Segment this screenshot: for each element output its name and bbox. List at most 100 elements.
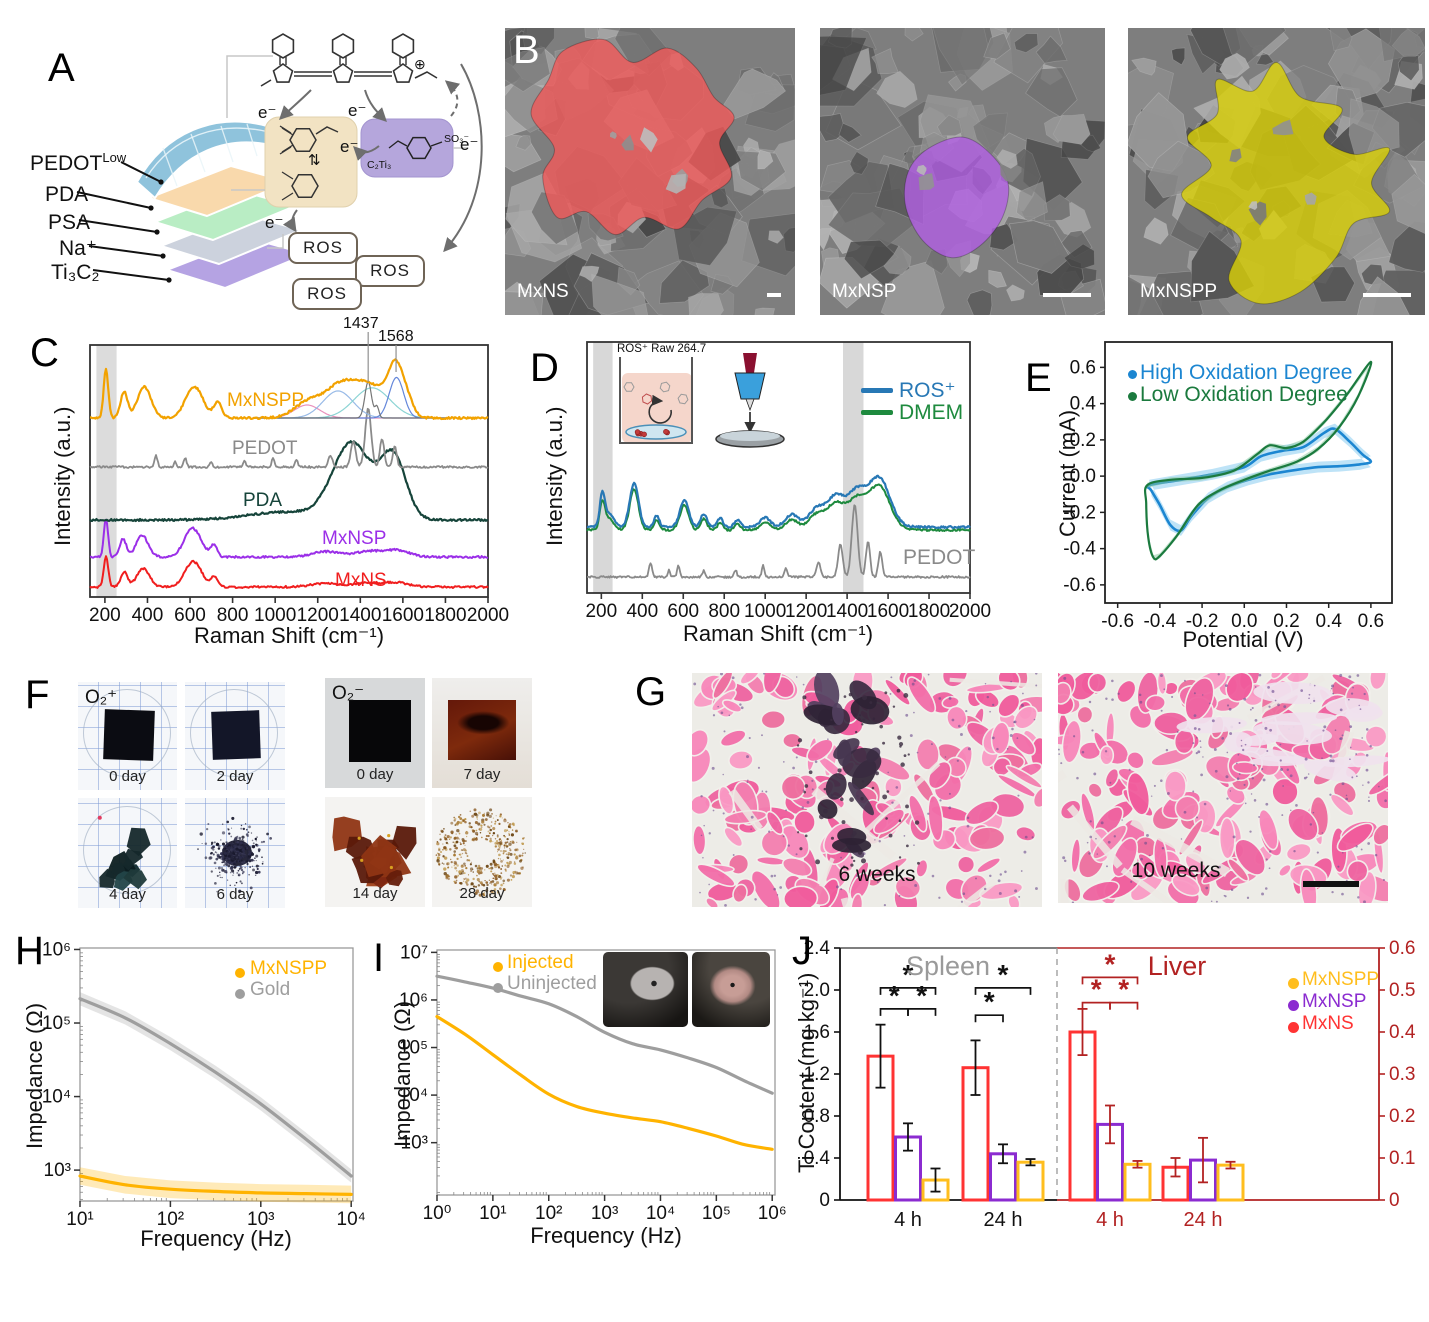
film-speckle [197,816,272,893]
svg-text:0.1: 0.1 [1389,1148,1415,1169]
svg-text:24 h: 24 h [984,1209,1023,1231]
svg-text:1.2: 1.2 [804,1064,830,1085]
svg-text:10⁶: 10⁶ [399,990,428,1011]
photo-o2minus-14day: 14 day [325,797,425,907]
d-y-axis-label: Intensity (a.u.) [542,406,567,546]
histology-10-weeks: 10 weeks [1058,673,1388,903]
svg-text:1800: 1800 [424,605,466,626]
photo-caption: 4 day [109,886,146,903]
layer-label-pedot-sup: Low [102,150,127,165]
legend-dot-gold [235,989,245,999]
svg-text:*: * [916,980,927,1011]
svg-text:-0.2: -0.2 [1186,611,1219,632]
panel-letter-i: I [373,936,385,980]
svg-text:0.8: 0.8 [804,1106,830,1127]
panel-i-impedance-invivo: 10⁰ 10¹ 10² 10³ 10⁴ 10⁵ 10⁶ 10³ 10⁴ 10⁵ 10⁶ 10⁷ I I… [370,928,790,1268]
svg-text:*: * [1091,974,1102,1005]
svg-text:10⁵: 10⁵ [399,1038,428,1059]
legend-label-injected: Injected [507,952,574,973]
film-sample [448,700,516,760]
legend-line-ros [861,388,893,393]
panel-letter-c: C [30,331,59,375]
ros-label-1: ROS [303,238,343,257]
photo-o2minus-28day: 28 day [432,797,532,907]
photo-o2plus-0day: O₂⁺ 0 day [78,682,177,790]
photo-o2plus-4day: 4 day [78,798,177,908]
svg-text:4 h: 4 h [894,1209,922,1231]
svg-text:1000: 1000 [254,605,296,626]
sulfonate-substituent-label: SO₃⁻ [444,133,469,145]
trace-label-mxnsp: MxNSP [322,528,387,549]
svg-text:1000: 1000 [744,601,786,622]
legend-dot-j-mxns [1288,1022,1299,1033]
svg-text:200: 200 [585,601,617,622]
photo-o2minus-7day: 7 day [432,678,532,788]
svg-text:600: 600 [174,605,206,626]
svg-text:*: * [984,986,995,1017]
group-label-o2minus: O₂⁻ [332,683,365,704]
sem-label-mxnspp: MxNSPP [1140,281,1218,302]
ros-label-3: ROS [307,284,347,303]
legend-label-gold: Gold [250,979,291,1000]
panel-f-degradation-photos: F O₂⁺ 0 day 2 day 4 day 6 day O₂⁻ 0 day … [20,665,620,920]
svg-text:800: 800 [708,601,740,622]
svg-text:10¹: 10¹ [479,1203,506,1224]
legend-label-j-mxnspp: MxNSPP [1302,969,1380,990]
scale-bar-histology [1303,881,1359,887]
histology-caption-6w: 6 weeks [838,863,916,886]
petri-dish-outline [190,688,278,777]
panel-letter-g: G [635,670,667,714]
svg-text:0.4: 0.4 [1315,611,1342,632]
sem-image-mxnspp: MxNSPP [1128,28,1425,315]
histology-caption-10w: 10 weeks [1131,859,1221,882]
trace-label-pda: PDA [243,490,283,511]
svg-text:0.4: 0.4 [804,1148,831,1169]
photo-caption: 0 day [109,768,146,785]
panel-letter-h: H [15,929,44,973]
legend-label-j-mxnsp: MxNSP [1302,991,1367,1012]
photo-o2plus-2day: 2 day [185,682,285,790]
peak-annotation-1437: 1437 [343,315,379,332]
sem-label-mxns: MxNS [517,281,569,302]
legend-dot-high-ox [1128,370,1137,379]
svg-text:0.6: 0.6 [1389,938,1415,959]
electron-label-1: e⁻ [258,103,277,122]
legend-dot-j-mxnspp [1288,978,1299,989]
i-y-axis-label: Impedance (Ω) [390,1000,415,1147]
photo-caption: 7 day [463,766,501,783]
trace-label-pedot: PEDOT [232,438,298,459]
svg-text:1200: 1200 [297,605,339,626]
panel-d-raman-cells: 200 400 600 800 1000 1200 1400 1600 1800 2000 D I… [525,315,1002,655]
layer-label-psa: PSA [48,211,91,234]
electron-label-4: e⁻ [340,137,359,156]
svg-text:800: 800 [217,605,249,626]
scale-bar-mxnsp [1043,293,1091,297]
svg-text:10⁷: 10⁷ [400,942,428,963]
d-x-axis-label: Raman Shift (cm⁻¹) [682,621,874,646]
panel-b-sem-images: MxNS B MxNSP MxNSPP [500,22,1429,317]
legend-dot-j-mxnsp [1288,1000,1299,1011]
svg-text:10⁵: 10⁵ [702,1203,731,1224]
legend-dot-injected [493,962,503,972]
svg-text:1.6: 1.6 [804,1022,830,1043]
legend-label-j-mxns: MxNS [1302,1013,1354,1034]
svg-text:-0.6: -0.6 [1063,575,1096,596]
svg-text:0.3: 0.3 [1389,1064,1415,1085]
layer-label-ti3c2: Ti₃C₂ [51,261,100,284]
peak-annotation-1568: 1568 [378,328,414,345]
svg-text:10³: 10³ [247,1209,274,1230]
svg-text:10⁰: 10⁰ [423,1203,452,1224]
svg-text:10³: 10³ [591,1203,618,1224]
panel-h-impedance: 10¹ 10² 10³ 10⁴ 10³ 10⁴ 10⁵ 10⁶ H Impedance (Ω)… [10,928,370,1268]
ros-box-3: ROS [292,278,362,310]
sem-texture-mxnspp [1128,28,1425,315]
ros-label-2: ROS [370,261,410,280]
svg-text:10⁵: 10⁵ [42,1013,71,1034]
film-sample [103,709,155,761]
sem-texture-mxns [505,28,795,315]
equilibrium-icon: ⇅ [308,152,321,169]
h-x-axis-label: Frequency (Hz) [140,1226,292,1251]
svg-text:*: * [903,959,914,990]
mechanism-schematic [76,33,483,289]
